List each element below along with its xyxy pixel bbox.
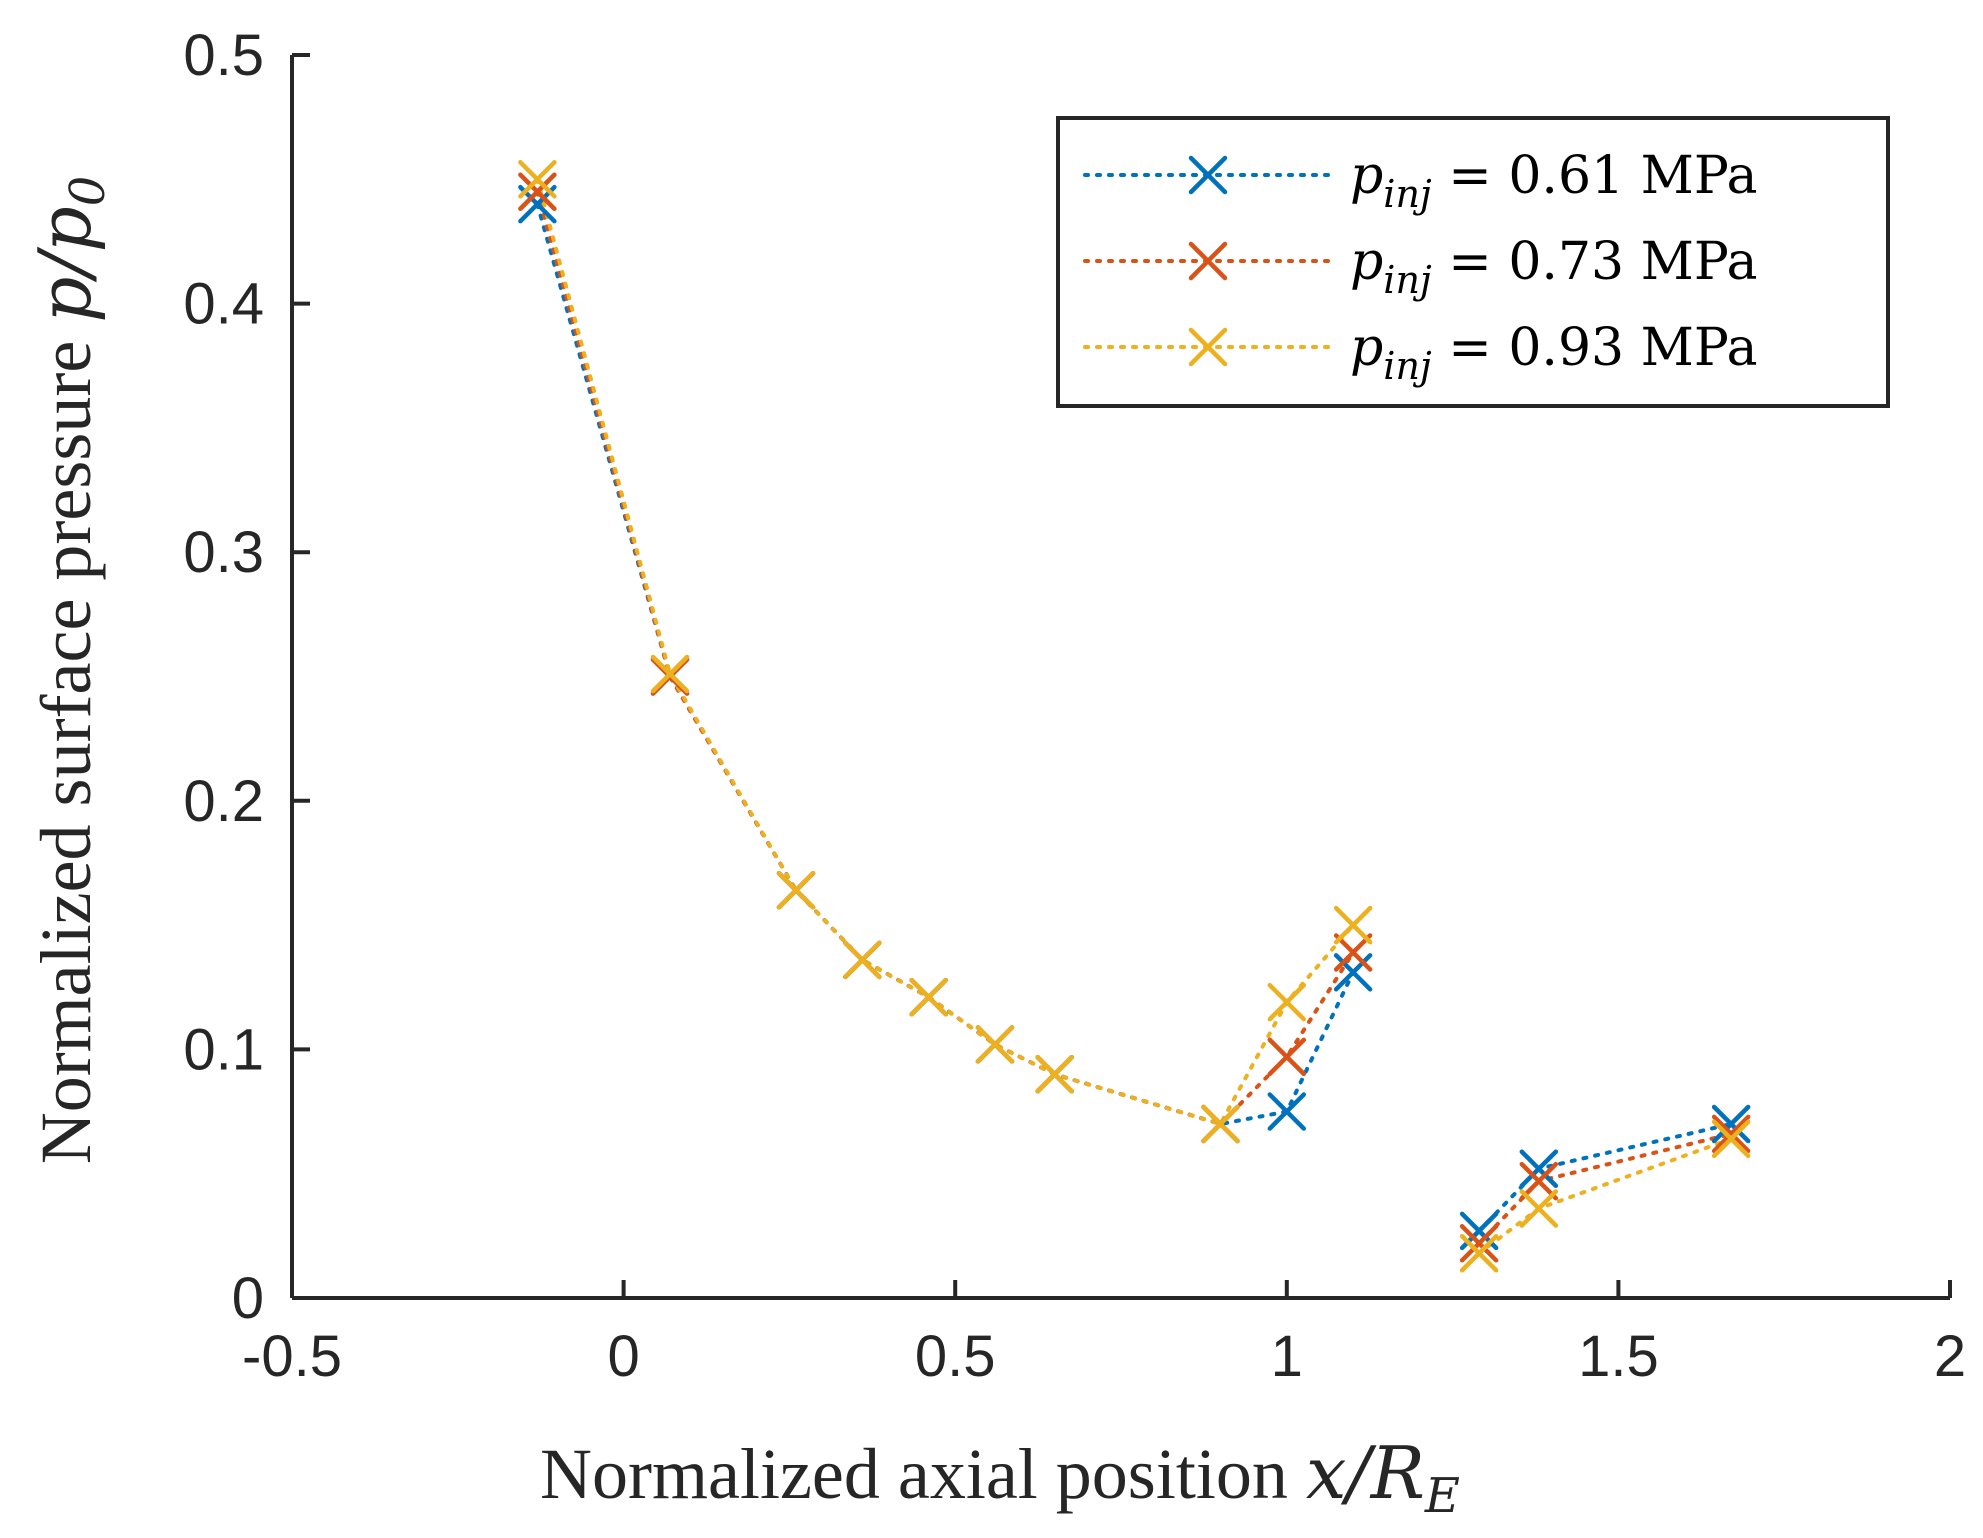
y-tick-label: 0.2 bbox=[183, 769, 264, 834]
x-axis-title: Normalized axial position x/RE bbox=[540, 1431, 1460, 1524]
legend-marker bbox=[1188, 241, 1228, 281]
series-layer bbox=[518, 160, 1751, 1273]
data-point bbox=[975, 1025, 1015, 1064]
legend-label: pinj = 0.73 MPa bbox=[1350, 232, 1758, 302]
data-point bbox=[1519, 1189, 1559, 1228]
legend-rest: = 0.93 MPa bbox=[1432, 318, 1758, 378]
x-axis-title-text: Normalized axial position bbox=[540, 1434, 1306, 1514]
data-point bbox=[1333, 933, 1373, 972]
legend-entry: pinj = 0.73 MPa bbox=[1083, 232, 1758, 302]
data-point bbox=[1711, 1119, 1751, 1159]
x-tick-label: 0 bbox=[607, 1324, 639, 1389]
axes bbox=[290, 53, 1952, 1300]
legend-sub: inj bbox=[1383, 172, 1432, 216]
x-tick-label: -0.5 bbox=[242, 1324, 342, 1389]
legend-sub: inj bbox=[1383, 344, 1432, 388]
legend-rest: = 0.73 MPa bbox=[1432, 232, 1758, 292]
tick-labels: -0.5 0 0.5 1 1.5 200.10.20.30.40.5 bbox=[183, 23, 1966, 1389]
y-axis-title: Normalized surface pressure p/p0 bbox=[23, 176, 116, 1165]
series-line bbox=[1477, 1131, 1734, 1246]
y-axis-title-sub: 0 bbox=[60, 176, 116, 207]
data-point bbox=[1519, 1161, 1559, 1201]
series-line bbox=[1477, 1136, 1734, 1256]
data-point bbox=[1519, 1149, 1559, 1188]
data-point bbox=[1267, 982, 1307, 1022]
y-tick-label: 0.4 bbox=[183, 272, 264, 337]
x-tick-label: 2 bbox=[1934, 1324, 1966, 1389]
legend-sub: inj bbox=[1383, 258, 1432, 302]
x-tick-label: 1.5 bbox=[1578, 1324, 1659, 1389]
data-point bbox=[650, 654, 690, 694]
legend-var: p bbox=[1350, 232, 1383, 292]
series-3-markers bbox=[518, 160, 1751, 1273]
data-point bbox=[1035, 1055, 1074, 1094]
data-point bbox=[518, 160, 557, 199]
data-point bbox=[1711, 1104, 1751, 1144]
y-tick-label: 0.1 bbox=[183, 1017, 264, 1082]
data-point bbox=[909, 977, 948, 1017]
data-point bbox=[1267, 1092, 1307, 1131]
y-tick-label: 0.3 bbox=[183, 520, 264, 585]
legend-entry: pinj = 0.61 MPa bbox=[1083, 146, 1758, 216]
x-tick-label: 1 bbox=[1271, 1324, 1303, 1389]
legend-marker bbox=[1188, 155, 1228, 195]
series-line bbox=[535, 177, 1356, 1127]
x-tick-label: 0.5 bbox=[915, 1324, 996, 1389]
data-point bbox=[1711, 1114, 1751, 1154]
legend-rest: = 0.61 MPa bbox=[1432, 146, 1758, 206]
y-axis-title-var: p/p bbox=[23, 206, 107, 322]
data-point bbox=[843, 940, 882, 980]
series-line bbox=[1477, 1121, 1734, 1233]
legend-var: p bbox=[1350, 318, 1383, 378]
data-point bbox=[1459, 1224, 1499, 1263]
data-point bbox=[1333, 905, 1373, 945]
data-point bbox=[1201, 1104, 1240, 1144]
legend-entry: pinj = 0.93 MPa bbox=[1083, 318, 1758, 388]
legend-marker bbox=[1188, 327, 1228, 367]
x-axis-title-sub: E bbox=[1424, 1468, 1460, 1524]
legend-var: p bbox=[1350, 146, 1383, 206]
y-axis-title-text: Normalized surface pressure bbox=[26, 323, 106, 1165]
y-tick-label: 0.5 bbox=[183, 23, 264, 88]
data-point bbox=[1459, 1234, 1499, 1273]
data-point bbox=[1267, 1037, 1307, 1077]
x-axis-title-var: x/R bbox=[1306, 1431, 1425, 1515]
data-point bbox=[776, 871, 816, 910]
legend-label: pinj = 0.93 MPa bbox=[1350, 318, 1758, 388]
data-point bbox=[518, 172, 557, 211]
legend-label: pinj = 0.61 MPa bbox=[1350, 146, 1758, 216]
y-tick-label: 0 bbox=[232, 1266, 264, 1331]
